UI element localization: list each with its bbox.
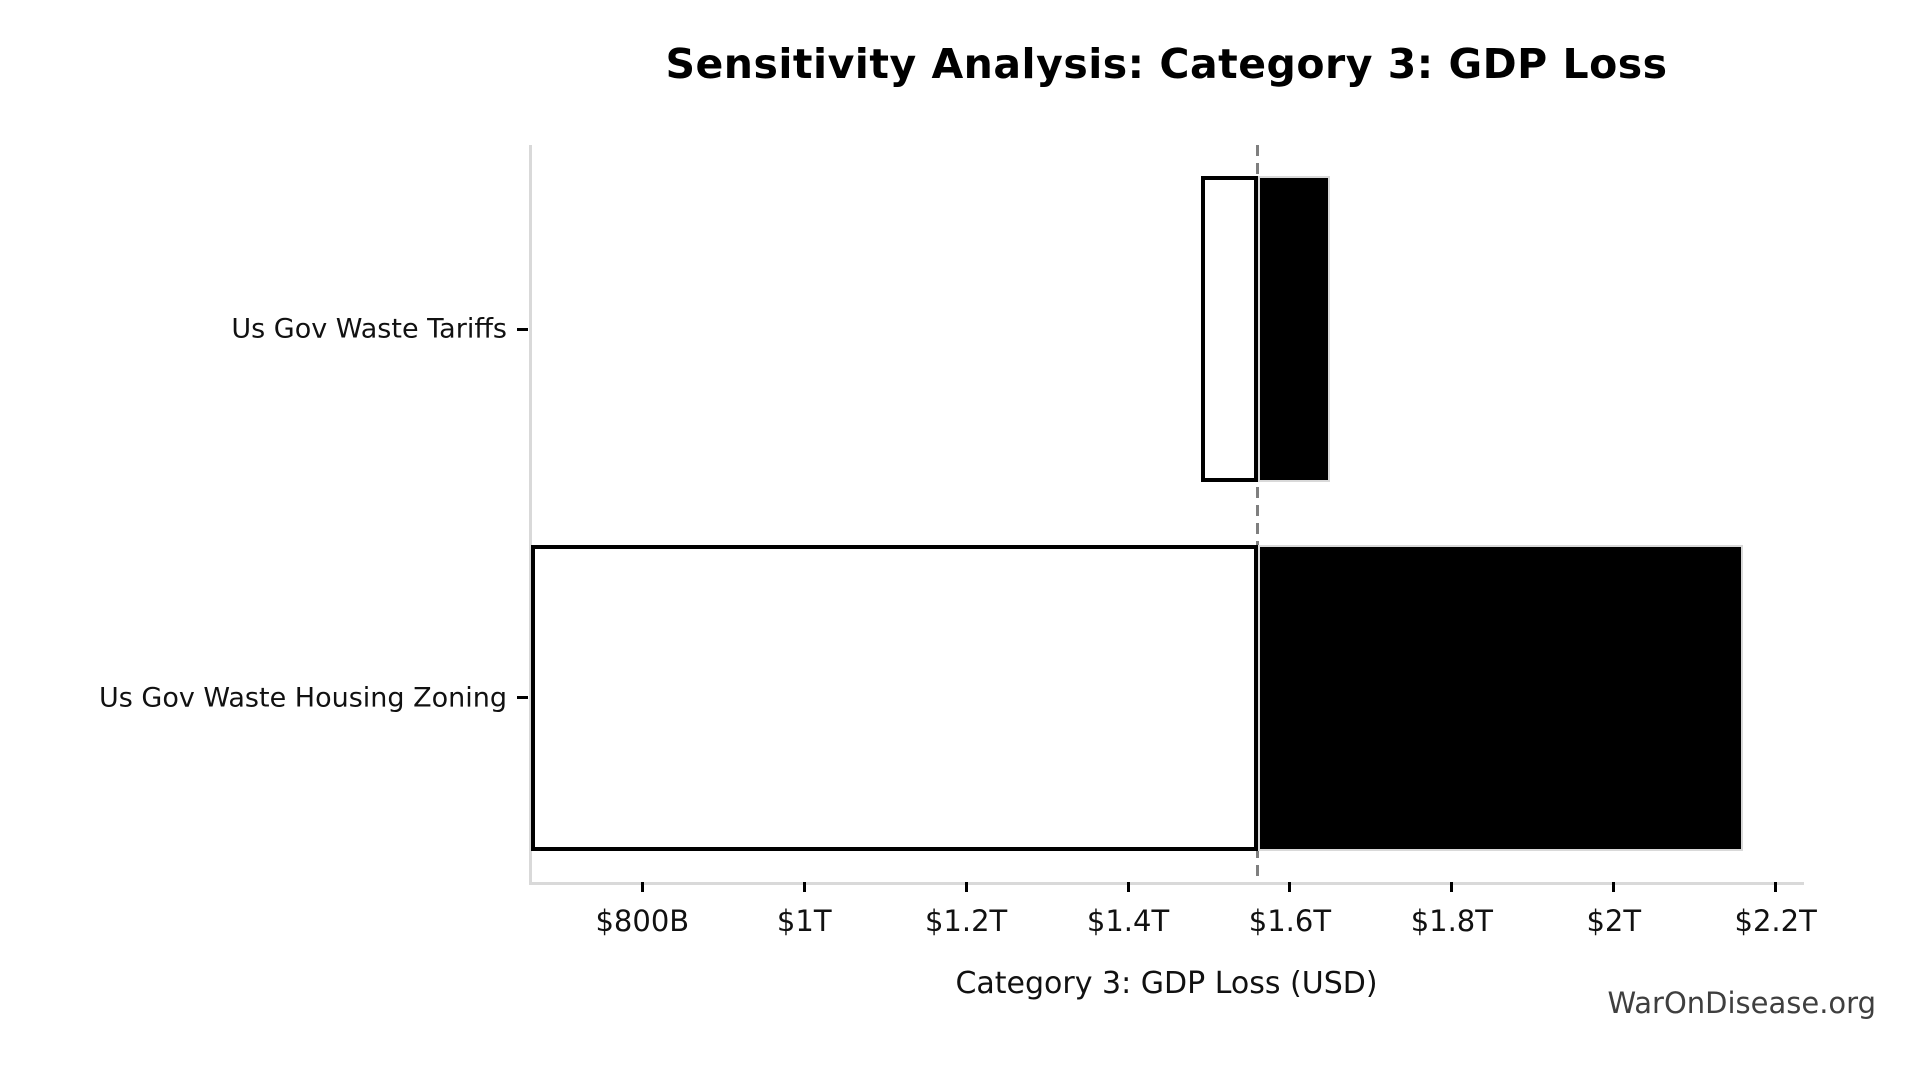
x-tick bbox=[802, 882, 806, 892]
x-tick-label: $2T bbox=[1586, 904, 1642, 938]
bar-low-segment bbox=[1200, 176, 1258, 483]
x-tick-label: $1.8T bbox=[1410, 904, 1493, 938]
y-axis-spine bbox=[529, 145, 532, 882]
x-tick bbox=[1612, 882, 1616, 892]
y-tick-label: Us Gov Waste Tariffs bbox=[231, 313, 507, 345]
x-tick-label: $1.4T bbox=[1086, 904, 1170, 938]
bar-high-segment bbox=[1257, 176, 1331, 483]
y-tick-label: Us Gov Waste Housing Zoning bbox=[99, 682, 507, 714]
bar-low-segment bbox=[531, 544, 1258, 851]
x-axis-spine bbox=[529, 882, 1804, 885]
x-tick bbox=[1774, 882, 1778, 892]
chart-title: Sensitivity Analysis: Category 3: GDP Lo… bbox=[665, 40, 1668, 88]
x-tick bbox=[964, 882, 968, 892]
plot-area bbox=[529, 145, 1804, 885]
watermark: WarOnDisease.org bbox=[1607, 986, 1876, 1020]
bar-high-segment bbox=[1257, 544, 1744, 851]
x-tick-label: $1T bbox=[776, 904, 832, 938]
x-tick bbox=[640, 882, 644, 892]
x-tick bbox=[1126, 882, 1130, 892]
x-tick-label: $800B bbox=[595, 904, 690, 938]
baseline-dashed-line bbox=[1256, 145, 1260, 882]
x-tick-label: $1.6T bbox=[1248, 904, 1332, 938]
y-tick bbox=[517, 327, 528, 331]
y-tick bbox=[517, 696, 528, 700]
x-tick-label: $2.2T bbox=[1734, 904, 1817, 938]
x-tick bbox=[1288, 882, 1292, 892]
x-axis-title: Category 3: GDP Loss (USD) bbox=[955, 966, 1378, 1001]
x-tick-label: $1.2T bbox=[924, 904, 1008, 938]
x-tick bbox=[1450, 882, 1454, 892]
